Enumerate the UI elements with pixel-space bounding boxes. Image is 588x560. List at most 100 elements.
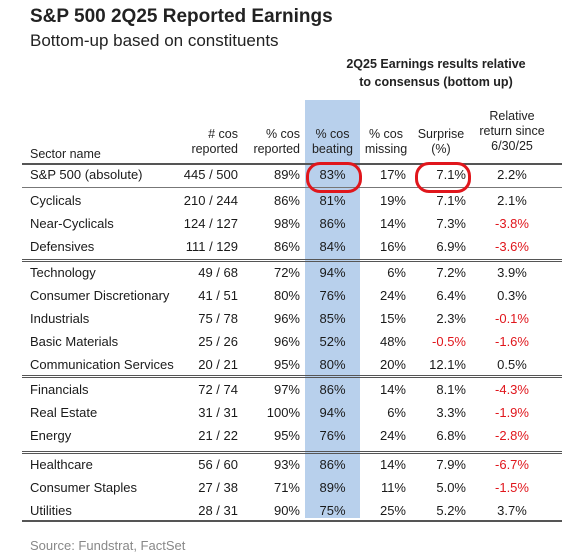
surprise-cell: 7.1% <box>436 193 466 208</box>
pct-missing-cell: 20% <box>379 357 406 372</box>
cos-reported-cell: 27 / 38 <box>198 480 238 495</box>
cos-reported-cell: 56 / 60 <box>198 457 238 472</box>
cos-reported-cell: 25 / 26 <box>198 334 238 349</box>
sector-name-cell: Near-Cyclicals <box>30 216 114 231</box>
pct-beating-cell: 85% <box>319 311 346 326</box>
sector-name-cell: Healthcare <box>30 457 93 472</box>
page-title: S&P 500 2Q25 Reported Earnings <box>30 6 333 27</box>
relative-return-cell: 2.1% <box>497 193 527 208</box>
pct-beating-cell: 86% <box>319 457 346 472</box>
surprise-cell: -0.5% <box>432 334 466 349</box>
pct-missing-cell: 24% <box>379 288 406 303</box>
pct-reported-cell: 96% <box>273 311 300 326</box>
pct-reported-cell: 80% <box>273 288 300 303</box>
pct-missing-cell: 14% <box>379 382 406 397</box>
cos-reported-cell: 28 / 31 <box>198 503 238 518</box>
relative-return-cell: -3.8% <box>495 216 529 231</box>
pct-beating-cell: 76% <box>319 288 346 303</box>
pct-beating-cell: 84% <box>319 239 346 254</box>
cos-reported-cell: 21 / 22 <box>198 428 238 443</box>
pct-missing-cell: 25% <box>379 503 406 518</box>
surprise-cell: 8.1% <box>436 382 466 397</box>
relative-return-cell: -6.7% <box>495 457 529 472</box>
pct-missing-cell: 48% <box>379 334 406 349</box>
group-divider-1 <box>22 259 562 262</box>
sector-name-cell: Real Estate <box>30 405 98 420</box>
pct-missing-cell: 19% <box>379 193 406 208</box>
table-row: Technology 49 / 68 72% 94% 6% 7.2% 3.9% <box>22 262 562 285</box>
pct-reported-cell: 90% <box>273 503 300 518</box>
relative-return-cell: -3.6% <box>495 239 529 254</box>
table-row: Consumer Discretionary 41 / 51 80% 76% 24% 6.… <box>22 285 562 308</box>
sector-name-cell: Consumer Discretionary <box>30 288 170 303</box>
pct-beating-cell: 75% <box>319 503 346 518</box>
surprise-cell: 5.2% <box>436 503 466 518</box>
table-row: Financials 72 / 74 97% 86% 14% 8.1% -4.3% <box>22 379 562 402</box>
relative-return-cell: -1.5% <box>495 480 529 495</box>
pct-reported-cell: 89% <box>273 167 300 182</box>
sector-name-cell: S&P 500 (absolute) <box>30 167 143 182</box>
cos-reported-cell: 49 / 68 <box>198 265 238 280</box>
table-row: Industrials 75 / 78 96% 85% 15% 2.3% -0.1% <box>22 308 562 331</box>
header-rule <box>22 163 562 165</box>
sector-name-cell: Consumer Staples <box>30 480 137 495</box>
pct-reported-cell: 100% <box>266 405 300 420</box>
group-header-line-2: to consensus (bottom up) <box>359 75 513 89</box>
cos-reported-cell: 210 / 244 <box>183 193 238 208</box>
relative-return-cell: 3.7% <box>497 503 527 518</box>
sector-name-cell: Cyclicals <box>30 193 82 208</box>
pct-reported-cell: 95% <box>273 357 300 372</box>
pct-missing-cell: 16% <box>379 239 406 254</box>
relative-return-cell: -1.6% <box>495 334 529 349</box>
cos-reported-cell: 31 / 31 <box>198 405 238 420</box>
cos-reported-cell: 111 / 129 <box>185 239 238 254</box>
sector-name-cell: Energy <box>30 428 72 443</box>
pct-beating-cell: 76% <box>319 428 346 443</box>
highlight-circle-surprise <box>415 162 471 193</box>
pct-reported-cell: 86% <box>273 193 300 208</box>
surprise-cell: 6.9% <box>436 239 466 254</box>
group-divider-2 <box>22 375 562 378</box>
sector-name-cell: Defensives <box>30 239 95 254</box>
table-row: Healthcare 56 / 60 93% 86% 14% 7.9% -6.7% <box>22 454 562 477</box>
cos-reported-cell: 75 / 78 <box>198 311 238 326</box>
header-cos-reported: # cos reported <box>191 127 238 156</box>
table-row: Real Estate 31 / 31 100% 94% 6% 3.3% -1.9% <box>22 402 562 425</box>
group-divider-3 <box>22 451 562 454</box>
relative-return-cell: 0.3% <box>497 288 527 303</box>
sector-name-cell: Financials <box>30 382 89 397</box>
surprise-cell: 6.8% <box>436 428 466 443</box>
pct-reported-cell: 93% <box>273 457 300 472</box>
pct-missing-cell: 14% <box>379 457 406 472</box>
pct-beating-cell: 86% <box>319 216 346 231</box>
header-pct-missing: % cos missing <box>364 127 408 156</box>
pct-missing-cell: 24% <box>379 428 406 443</box>
sector-name-cell: Utilities <box>30 503 72 518</box>
column-group-header: 2Q25 Earnings results relative to consen… <box>328 55 544 91</box>
table-row: S&P 500 (absolute) 445 / 500 89% 83% 17% 7.1%… <box>22 164 562 187</box>
pct-missing-cell: 6% <box>387 405 406 420</box>
table-row: Communication Services 20 / 21 95% 80% 20% 12… <box>22 354 562 377</box>
sector-name-cell: Technology <box>30 265 96 280</box>
pct-missing-cell: 17% <box>379 167 406 182</box>
relative-return-cell: 0.5% <box>497 357 527 372</box>
pct-missing-cell: 11% <box>380 480 406 495</box>
table-row: Consumer Staples 27 / 38 71% 89% 11% 5.0% -1.5… <box>22 477 562 500</box>
page-subtitle: Bottom-up based on constituents <box>30 31 279 50</box>
surprise-cell: 6.4% <box>436 288 466 303</box>
sector-name-cell: Communication Services <box>30 357 174 372</box>
surprise-cell: 2.3% <box>436 311 466 326</box>
sector-name-cell: Industrials <box>30 311 90 326</box>
relative-return-cell: -4.3% <box>495 382 529 397</box>
total-row-rule <box>22 187 562 188</box>
table-row: Defensives 111 / 129 86% 84% 16% 6.9% -3.6% <box>22 236 562 259</box>
source-note: Source: Fundstrat, FactSet <box>30 538 186 553</box>
relative-return-cell: 2.2% <box>497 167 527 182</box>
pct-reported-cell: 86% <box>273 239 300 254</box>
cos-reported-cell: 124 / 127 <box>183 216 238 231</box>
table-row: Basic Materials 25 / 26 96% 52% 48% -0.5% -1.6… <box>22 331 562 354</box>
relative-return-cell: 3.9% <box>497 265 527 280</box>
relative-return-cell: -0.1% <box>495 311 529 326</box>
cos-reported-cell: 41 / 51 <box>198 288 238 303</box>
table-row: Utilities 28 / 31 90% 75% 25% 5.2% 3.7% <box>22 500 562 523</box>
